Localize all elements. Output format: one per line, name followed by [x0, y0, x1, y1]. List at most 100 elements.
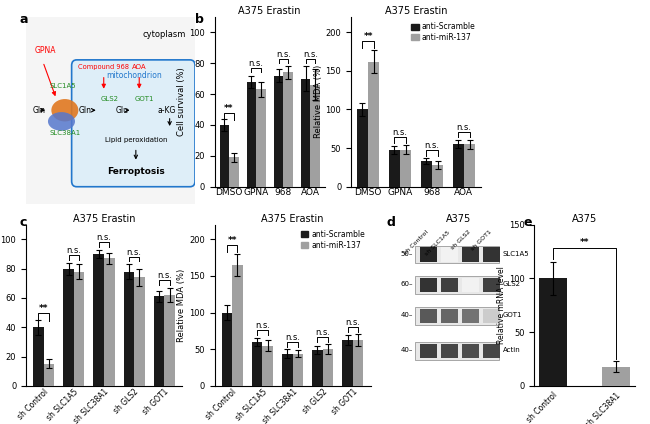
Text: **: ** — [224, 103, 234, 112]
Title: A375: A375 — [446, 214, 471, 224]
Bar — [441, 278, 458, 293]
Y-axis label: Relative mRNA level: Relative mRNA level — [497, 266, 506, 344]
Title: A375 Erastin: A375 Erastin — [385, 6, 447, 16]
Bar — [415, 342, 499, 360]
Title: A375: A375 — [572, 214, 597, 224]
Text: 40–: 40– — [400, 347, 413, 353]
Text: n.s.: n.s. — [157, 271, 172, 280]
Bar — [252, 342, 263, 386]
Bar — [274, 75, 283, 187]
Text: Compound 968: Compound 968 — [78, 64, 129, 70]
Text: n.s.: n.s. — [393, 128, 408, 137]
Text: Gln: Gln — [79, 106, 92, 115]
Bar — [357, 109, 368, 187]
Bar — [400, 150, 411, 187]
Text: **: ** — [39, 304, 48, 312]
Bar — [415, 276, 499, 294]
Ellipse shape — [51, 99, 79, 121]
Bar — [44, 364, 54, 386]
Bar — [311, 85, 320, 187]
Bar — [483, 247, 500, 262]
Bar — [464, 144, 475, 187]
Text: 50–: 50– — [400, 251, 413, 257]
Bar — [462, 344, 479, 358]
Text: n.s.: n.s. — [424, 141, 439, 151]
Text: a: a — [20, 13, 28, 26]
Bar — [229, 157, 239, 187]
Title: A375 Erastin: A375 Erastin — [261, 214, 324, 224]
Bar — [462, 247, 479, 262]
Bar — [420, 344, 437, 358]
Bar — [420, 309, 437, 323]
Bar — [312, 350, 322, 386]
Bar — [232, 265, 242, 386]
Bar — [220, 125, 229, 187]
Bar — [104, 258, 114, 386]
Bar — [124, 272, 134, 386]
Text: **: ** — [363, 32, 373, 41]
Text: sh GOT1: sh GOT1 — [470, 229, 493, 252]
Text: n.s.: n.s. — [276, 50, 291, 59]
Text: cytoplasm: cytoplasm — [143, 30, 187, 39]
Bar — [389, 151, 400, 187]
Text: n.s.: n.s. — [66, 246, 81, 256]
Text: mitochondrion: mitochondrion — [107, 71, 162, 80]
Text: n.s.: n.s. — [249, 59, 264, 68]
Text: n.s.: n.s. — [96, 233, 112, 242]
Text: e: e — [523, 216, 532, 229]
Text: SLC1A5: SLC1A5 — [49, 83, 76, 89]
Bar — [539, 279, 567, 386]
Bar — [63, 269, 74, 386]
Bar — [154, 296, 164, 386]
Text: a-KG: a-KG — [158, 106, 176, 115]
Text: GOT1: GOT1 — [134, 96, 153, 102]
Text: n.s.: n.s. — [315, 328, 330, 337]
Bar — [453, 144, 464, 187]
Bar — [441, 247, 458, 262]
Y-axis label: Relative MDA (%): Relative MDA (%) — [177, 269, 187, 342]
Bar — [432, 165, 443, 187]
Bar — [441, 344, 458, 358]
Text: SLC38A1: SLC38A1 — [49, 130, 81, 136]
Text: Glu: Glu — [116, 106, 129, 115]
Text: Lipid peroxidation: Lipid peroxidation — [105, 137, 167, 143]
Text: SLC1A5: SLC1A5 — [502, 251, 529, 257]
Text: c: c — [20, 216, 27, 229]
Bar — [74, 272, 85, 386]
Text: GOT1: GOT1 — [502, 312, 522, 318]
Ellipse shape — [48, 112, 75, 131]
Text: sh SLC1A5: sh SLC1A5 — [424, 229, 450, 257]
Bar — [263, 346, 273, 386]
Text: **: ** — [227, 236, 237, 245]
Bar — [602, 366, 630, 386]
Text: n.s.: n.s. — [456, 123, 471, 132]
Bar — [322, 349, 333, 386]
Bar — [415, 245, 499, 263]
Bar — [256, 89, 266, 187]
Bar — [483, 344, 500, 358]
Text: Ferroptosis: Ferroptosis — [107, 167, 164, 176]
Bar — [246, 82, 256, 187]
Title: A375 Erastin: A375 Erastin — [239, 6, 301, 16]
Bar — [483, 309, 500, 323]
Title: A375 Erastin: A375 Erastin — [73, 214, 135, 224]
Y-axis label: Cell survival (%): Cell survival (%) — [177, 67, 187, 136]
Bar — [134, 277, 145, 386]
Bar — [462, 309, 479, 323]
Bar — [282, 354, 293, 386]
Text: **: ** — [580, 238, 590, 247]
Bar — [353, 340, 363, 386]
Text: 40–: 40– — [400, 312, 413, 318]
Text: 60–: 60– — [400, 282, 413, 287]
Text: n.s.: n.s. — [255, 321, 270, 330]
Bar — [283, 73, 293, 187]
Bar — [301, 78, 311, 187]
Text: AOA: AOA — [132, 64, 146, 70]
Bar — [164, 295, 175, 386]
Bar — [343, 340, 353, 386]
Legend: anti-Scramble, anti-miR-137: anti-Scramble, anti-miR-137 — [410, 21, 477, 43]
Bar — [441, 309, 458, 323]
Bar — [222, 312, 232, 386]
Text: b: b — [195, 13, 204, 26]
Text: Gln: Gln — [32, 106, 46, 115]
